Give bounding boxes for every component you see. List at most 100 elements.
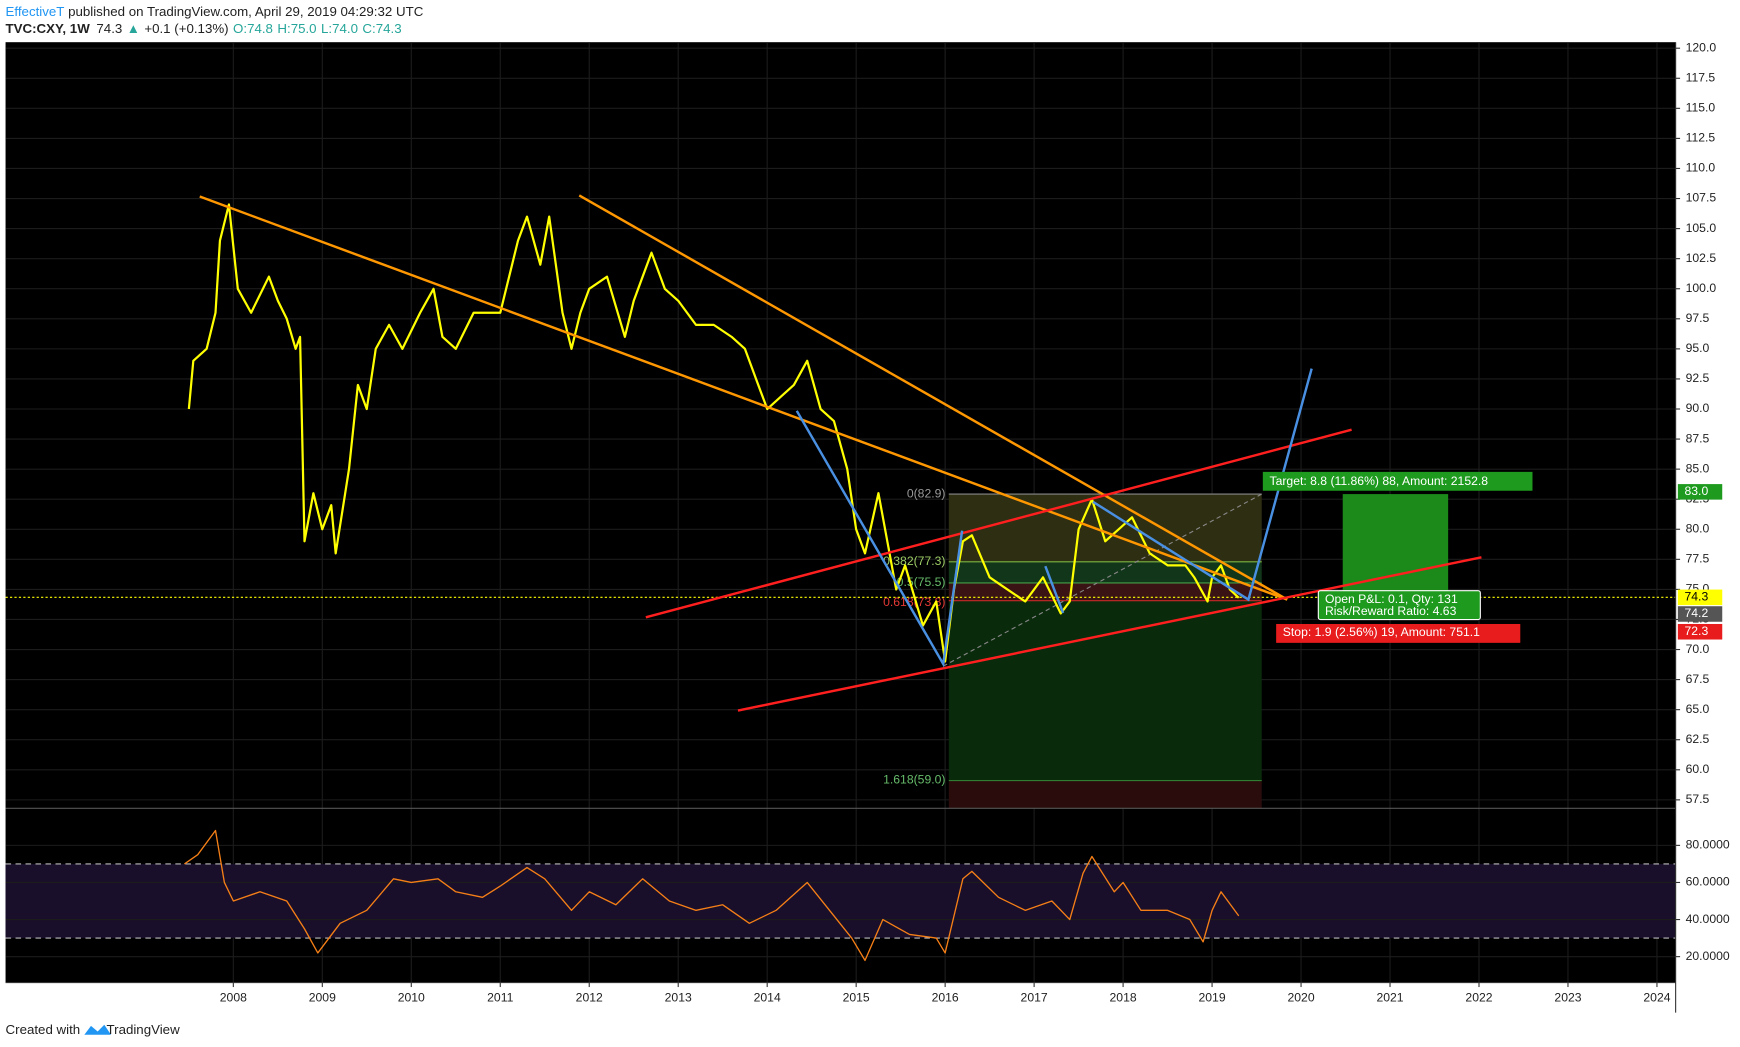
y-tick-label: 65.0	[1686, 702, 1710, 716]
fib-label: 0(82.9)	[907, 486, 946, 500]
pl-label-bg	[1317, 590, 1481, 621]
y-tick-label: 100.0	[1686, 281, 1717, 295]
open-pl-label: Open P&L: 0.1, Qty: 131	[1325, 592, 1458, 606]
x-tick-label: 2023	[1554, 990, 1581, 1004]
last-price: 74.3	[96, 20, 122, 35]
x-tick-label: 2014	[754, 990, 781, 1004]
y-tick-label: 60.0	[1686, 762, 1710, 776]
low: L:74.0	[321, 20, 358, 35]
x-tick-label: 2012	[576, 990, 603, 1004]
fib-zone	[948, 582, 1262, 601]
target-label: Target: 8.8 (11.86%) 88, Amount: 2152.8	[1269, 474, 1488, 488]
y-tick-label: 20.0000	[1686, 949, 1730, 963]
axes: 2008 2009 2010 2011 2012 2013 2014 2015 2016 2017…	[220, 40, 1730, 1004]
target-label-bg	[1262, 471, 1533, 491]
x-tick-label: 2009	[309, 990, 336, 1004]
x-tick-label: 2018	[1110, 990, 1137, 1004]
fib-zone	[948, 494, 1262, 562]
y-tick-label: 67.5	[1686, 672, 1710, 686]
fib-retracement: 0(82.9) 0.382(77.3) 0.5(75.5) 0.618(73.8…	[883, 486, 1262, 809]
trend-line	[737, 556, 1482, 712]
trend-line	[645, 428, 1352, 619]
fib-zone	[948, 561, 1262, 583]
close: C:74.3	[362, 20, 401, 35]
y-tick-label: 87.5	[1686, 431, 1710, 445]
drawings	[199, 194, 1482, 712]
x-tick-label: 2024	[1643, 990, 1670, 1004]
y-tick-label: 102.5	[1686, 251, 1717, 265]
axis-price-tag	[1677, 484, 1723, 500]
change: +0.1 (+0.13%)	[144, 20, 228, 35]
y-tick-label: 110.0	[1686, 161, 1716, 175]
x-tick-label: 2016	[932, 990, 959, 1004]
risk-reward-label: Risk/Reward Ratio: 4.63	[1325, 604, 1457, 618]
x-tick-label: 2021	[1376, 990, 1403, 1004]
y-tick-label: 115.0	[1686, 101, 1716, 115]
y-tick-label: 62.5	[1686, 732, 1710, 746]
arrow: ▲	[127, 20, 140, 35]
x-tick-label: 2015	[843, 990, 870, 1004]
y-tick-label: 70.0	[1686, 642, 1710, 656]
position-target-zone	[1342, 494, 1449, 598]
series	[184, 203, 1240, 962]
axis-price-tag	[1677, 623, 1723, 640]
y-tick-label: 57.5	[1686, 792, 1710, 806]
footer-brand: TradingView	[107, 1022, 181, 1037]
published: published on TradingView.com, April 29, …	[64, 4, 423, 19]
fib-zone	[948, 780, 1262, 809]
y-tick-label: 85.0	[1686, 461, 1710, 475]
y-tick-label: 80.0000	[1686, 838, 1730, 852]
fib-zone	[948, 600, 1262, 781]
logo	[84, 1024, 111, 1035]
wave-line	[1092, 368, 1313, 602]
y-tick-label: 120.0	[1686, 40, 1717, 54]
symbol: TVC:CXY, 1W	[6, 20, 91, 35]
x-tick-label: 2017	[1021, 990, 1048, 1004]
fib-label: 0.5(75.5)	[897, 575, 946, 589]
axis-price-label: 74.3	[1685, 590, 1709, 604]
high: H:75.0	[277, 20, 316, 35]
y-tick-label: 60.0000	[1686, 875, 1730, 889]
y-tick-label: 97.5	[1686, 311, 1710, 325]
y-tick-label: 107.5	[1686, 191, 1717, 205]
price-line-series	[184, 829, 1240, 962]
rsi-band-fill	[5, 863, 1676, 939]
wave-line	[795, 410, 964, 668]
axis-price-tag	[1677, 606, 1723, 622]
y-tick-label: 112.5	[1686, 131, 1716, 145]
stop-label: Stop: 1.9 (2.56%) 19, Amount: 751.1	[1283, 625, 1480, 639]
fib-label: 1.618(59.0)	[883, 773, 945, 787]
y-tick-label: 77.5	[1686, 552, 1710, 566]
stop-label-bg	[1276, 623, 1521, 643]
axis-price-label: 83.0	[1685, 484, 1709, 498]
y-tick-label: 40.0000	[1686, 912, 1730, 926]
y-tick-label: 117.5	[1686, 70, 1716, 84]
author: EffectiveT	[6, 4, 65, 19]
price-line-series	[187, 203, 1240, 663]
axis-price-tag	[1677, 589, 1723, 606]
y-tick-label: 80.0	[1686, 521, 1710, 535]
trend-line	[199, 195, 1288, 601]
footer-created: Created with	[6, 1022, 81, 1037]
x-tick-label: 2022	[1465, 990, 1492, 1004]
trend-line	[578, 194, 1288, 601]
axis-price-label: 74.2	[1685, 606, 1709, 620]
x-tick-label: 2019	[1199, 990, 1226, 1004]
y-tick-label: 95.0	[1686, 341, 1710, 355]
axis-price-label: 72.3	[1685, 624, 1709, 638]
header-line: EffectiveT published on TradingView.com,…	[6, 4, 424, 19]
y-tick-label: 92.5	[1686, 371, 1710, 385]
wave-line	[1044, 565, 1065, 614]
symbol-line: TVC:CXY, 1W 74.3 ▲ +0.1 (+0.13%) O:74.8 H:75.…	[6, 20, 402, 35]
fib-label: 0.382(77.3)	[883, 554, 945, 568]
x-tick-label: 2013	[665, 990, 692, 1004]
fib-label: 0.618(73.8)	[883, 595, 945, 609]
x-tick-label: 2008	[220, 990, 247, 1004]
fib-trend	[942, 493, 1262, 667]
x-tick-label: 2011	[487, 990, 513, 1004]
grid	[5, 42, 1676, 983]
x-tick-label: 2020	[1287, 990, 1314, 1004]
y-tick-label: 105.0	[1686, 221, 1717, 235]
